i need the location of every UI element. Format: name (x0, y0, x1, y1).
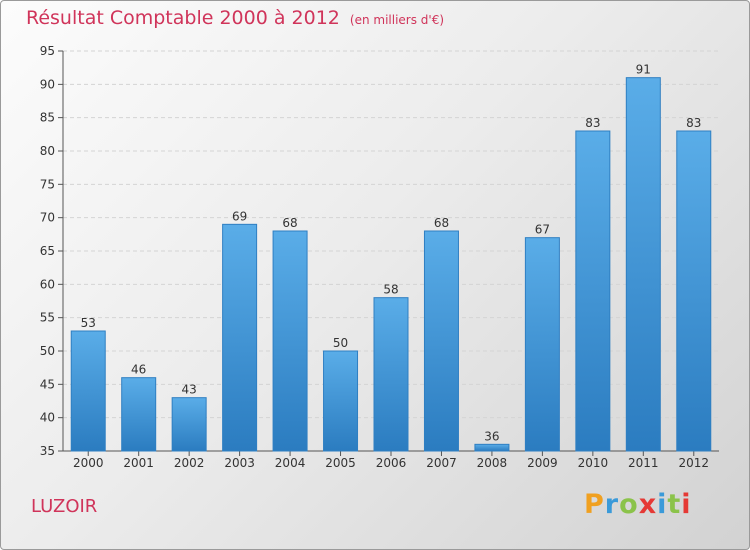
value-label: 68 (434, 216, 449, 230)
y-tick-label: 80 (40, 144, 55, 158)
value-label: 43 (182, 383, 197, 397)
bar (575, 130, 611, 452)
value-label: 68 (282, 216, 297, 230)
x-tick-label: 2000 (73, 456, 104, 470)
x-tick-label: 2003 (224, 456, 255, 470)
chart-title: Résultat Comptable 2000 à 2012 (en millie… (26, 7, 444, 29)
logo-letter: r (604, 489, 620, 520)
x-tick-label: 2008 (477, 456, 508, 470)
x-tick-label: 2005 (325, 456, 356, 470)
value-label: 67 (535, 223, 550, 237)
bar (222, 223, 258, 452)
bar (373, 297, 409, 452)
logo-letter: o (619, 489, 639, 520)
bar (70, 330, 106, 452)
bar (272, 230, 308, 452)
value-label: 91 (636, 63, 651, 77)
value-label: 83 (585, 116, 600, 130)
y-tick-label: 85 (40, 111, 55, 125)
bar (423, 230, 459, 452)
y-tick-label: 55 (40, 311, 55, 325)
x-tick-label: 2002 (174, 456, 205, 470)
value-label: 83 (686, 116, 701, 130)
logo-letter: x (638, 489, 658, 520)
y-tick-label: 35 (40, 444, 55, 458)
logo-letter: i (681, 489, 692, 520)
x-tick-label: 2004 (275, 456, 306, 470)
y-tick-label: 60 (40, 277, 55, 291)
value-label: 58 (383, 283, 398, 297)
x-tick-label: 2009 (527, 456, 558, 470)
commune-name: LUZOIR (31, 496, 98, 517)
value-label: 36 (484, 429, 499, 443)
y-tick-label: 70 (40, 211, 55, 225)
labels: 35 40 45 50 55 60 65 70 75 80 85 90 95 53 2000 46 2001 43… (40, 44, 709, 470)
y-tick-label: 50 (40, 344, 55, 358)
bar (524, 237, 560, 452)
bar (121, 377, 157, 452)
bar (474, 443, 510, 452)
y-tick-label: 65 (40, 244, 55, 258)
logo-letter: i (657, 489, 668, 520)
y-tick-label: 40 (40, 411, 55, 425)
value-label: 53 (81, 316, 96, 330)
x-tick-label: 2001 (123, 456, 154, 470)
chart-title-text: Résultat Comptable 2000 à 2012 (26, 7, 340, 29)
logo-letter: P (584, 489, 605, 520)
chart-subtitle: (en milliers d'€) (349, 13, 445, 27)
y-tick-label: 90 (40, 77, 55, 91)
bar (171, 397, 207, 452)
bar (676, 130, 712, 452)
logo-letter: t (667, 489, 682, 520)
x-tick-label: 2012 (678, 456, 709, 470)
x-tick-label: 2010 (578, 456, 609, 470)
x-tick-label: 2011 (628, 456, 659, 470)
value-label: 50 (333, 336, 348, 350)
proxiti-logo: Proxiti (584, 489, 692, 520)
bar (625, 77, 661, 452)
value-label: 46 (131, 363, 146, 377)
y-tick-label: 95 (40, 44, 55, 58)
y-tick-label: 75 (40, 177, 55, 191)
x-tick-label: 2006 (376, 456, 407, 470)
y-tick-label: 45 (40, 377, 55, 391)
bars (70, 77, 712, 452)
value-label: 69 (232, 209, 247, 223)
bar (323, 350, 359, 452)
x-tick-label: 2007 (426, 456, 457, 470)
